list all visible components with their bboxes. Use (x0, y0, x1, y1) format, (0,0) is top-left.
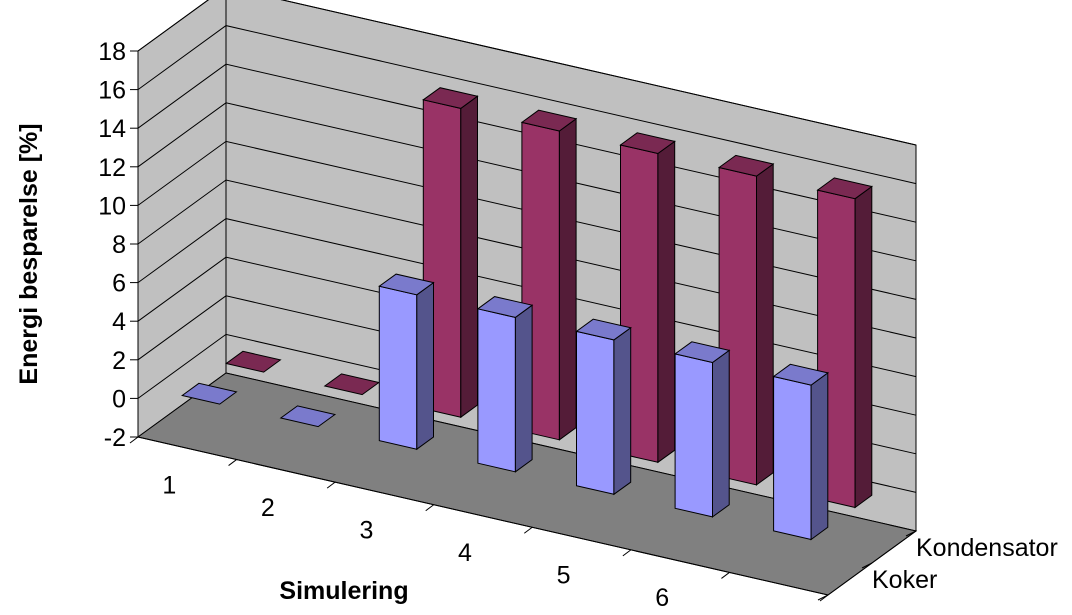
series-label: Kondensator (916, 534, 1058, 562)
bar-koker-2 (279, 405, 337, 428)
bar-side (514, 304, 533, 473)
bar-side (416, 281, 434, 451)
bar-cap (181, 382, 238, 405)
x-tick (523, 526, 533, 534)
x-tick (326, 481, 336, 489)
x-axis (137, 436, 829, 596)
bar-side (460, 95, 478, 419)
bar-side (810, 371, 829, 541)
x-tick-label: 3 (359, 516, 373, 544)
bar-side (756, 163, 774, 486)
gridline (137, 25, 917, 185)
depth-tick (905, 530, 917, 537)
bar-koker-4 (476, 296, 534, 473)
x-tick-label: 4 (458, 539, 472, 567)
gridline (137, 63, 917, 223)
bar-front (378, 285, 418, 450)
y-axis-title: Energi besparelse [%] (15, 123, 43, 384)
x-tick (425, 504, 435, 512)
x-tick (622, 549, 632, 557)
bar-koker-7 (772, 363, 829, 541)
depth-tick (861, 562, 873, 569)
bar-side (558, 117, 577, 441)
gridline (137, 102, 917, 262)
bars (181, 87, 873, 541)
bar-top (717, 154, 775, 177)
bar-front (576, 330, 615, 495)
y-tick-label: 18 (98, 38, 126, 66)
y-tick-label: 0 (112, 385, 126, 413)
y-tick-label: 6 (112, 270, 126, 298)
x-tick-label: 6 (655, 584, 669, 610)
y-tick-label: -2 (104, 424, 126, 452)
bar-front (773, 375, 812, 541)
x-tick (129, 436, 139, 444)
axes (129, 50, 917, 602)
bar-top (772, 363, 829, 386)
bar-koker-6 (673, 341, 731, 518)
x-tick-label: 5 (557, 562, 571, 590)
x-axis-title: Simulering (279, 577, 408, 605)
bar-cap (225, 350, 282, 373)
bar-top (816, 177, 873, 200)
bar-top (378, 273, 435, 296)
depth-tick (817, 594, 829, 601)
y-tick-label: 2 (112, 347, 126, 375)
x-tick (721, 572, 730, 579)
side-wall (137, 0, 227, 438)
y-tick-label: 4 (112, 308, 126, 336)
series-label: Koker (872, 566, 937, 594)
bar-side (613, 326, 632, 496)
y-tick-label: 16 (98, 77, 126, 105)
bar-top (422, 87, 479, 109)
y-tick-label: 8 (112, 231, 126, 259)
bar-side (854, 185, 873, 509)
bar-front (477, 308, 516, 473)
bar-top (476, 296, 534, 318)
bar-top (673, 341, 731, 364)
bar-front (674, 353, 713, 518)
bar-kondensator-1 (225, 350, 282, 373)
x-tick (228, 459, 237, 466)
bar-cap (279, 405, 337, 428)
bar-koker-1 (181, 382, 238, 405)
y-tick-label: 10 (98, 192, 126, 220)
bar-side (712, 349, 730, 518)
bar-top (619, 132, 676, 155)
bar-top (575, 318, 632, 341)
gridline (137, 140, 917, 300)
bar-koker-5 (575, 318, 632, 496)
gridline (137, 0, 917, 146)
bar-side (657, 140, 676, 464)
tick-labels: -20246810121416181234567KokerKondensator (98, 38, 1058, 615)
x-tick-label: 1 (162, 471, 176, 499)
x-tick-label: 2 (261, 494, 275, 522)
bar-koker-3 (378, 273, 435, 451)
y-tick-label: 12 (98, 154, 126, 182)
bar-top (520, 109, 578, 132)
y-tick-label: 14 (98, 115, 126, 143)
gridline (137, 179, 917, 339)
gridline (137, 218, 917, 378)
